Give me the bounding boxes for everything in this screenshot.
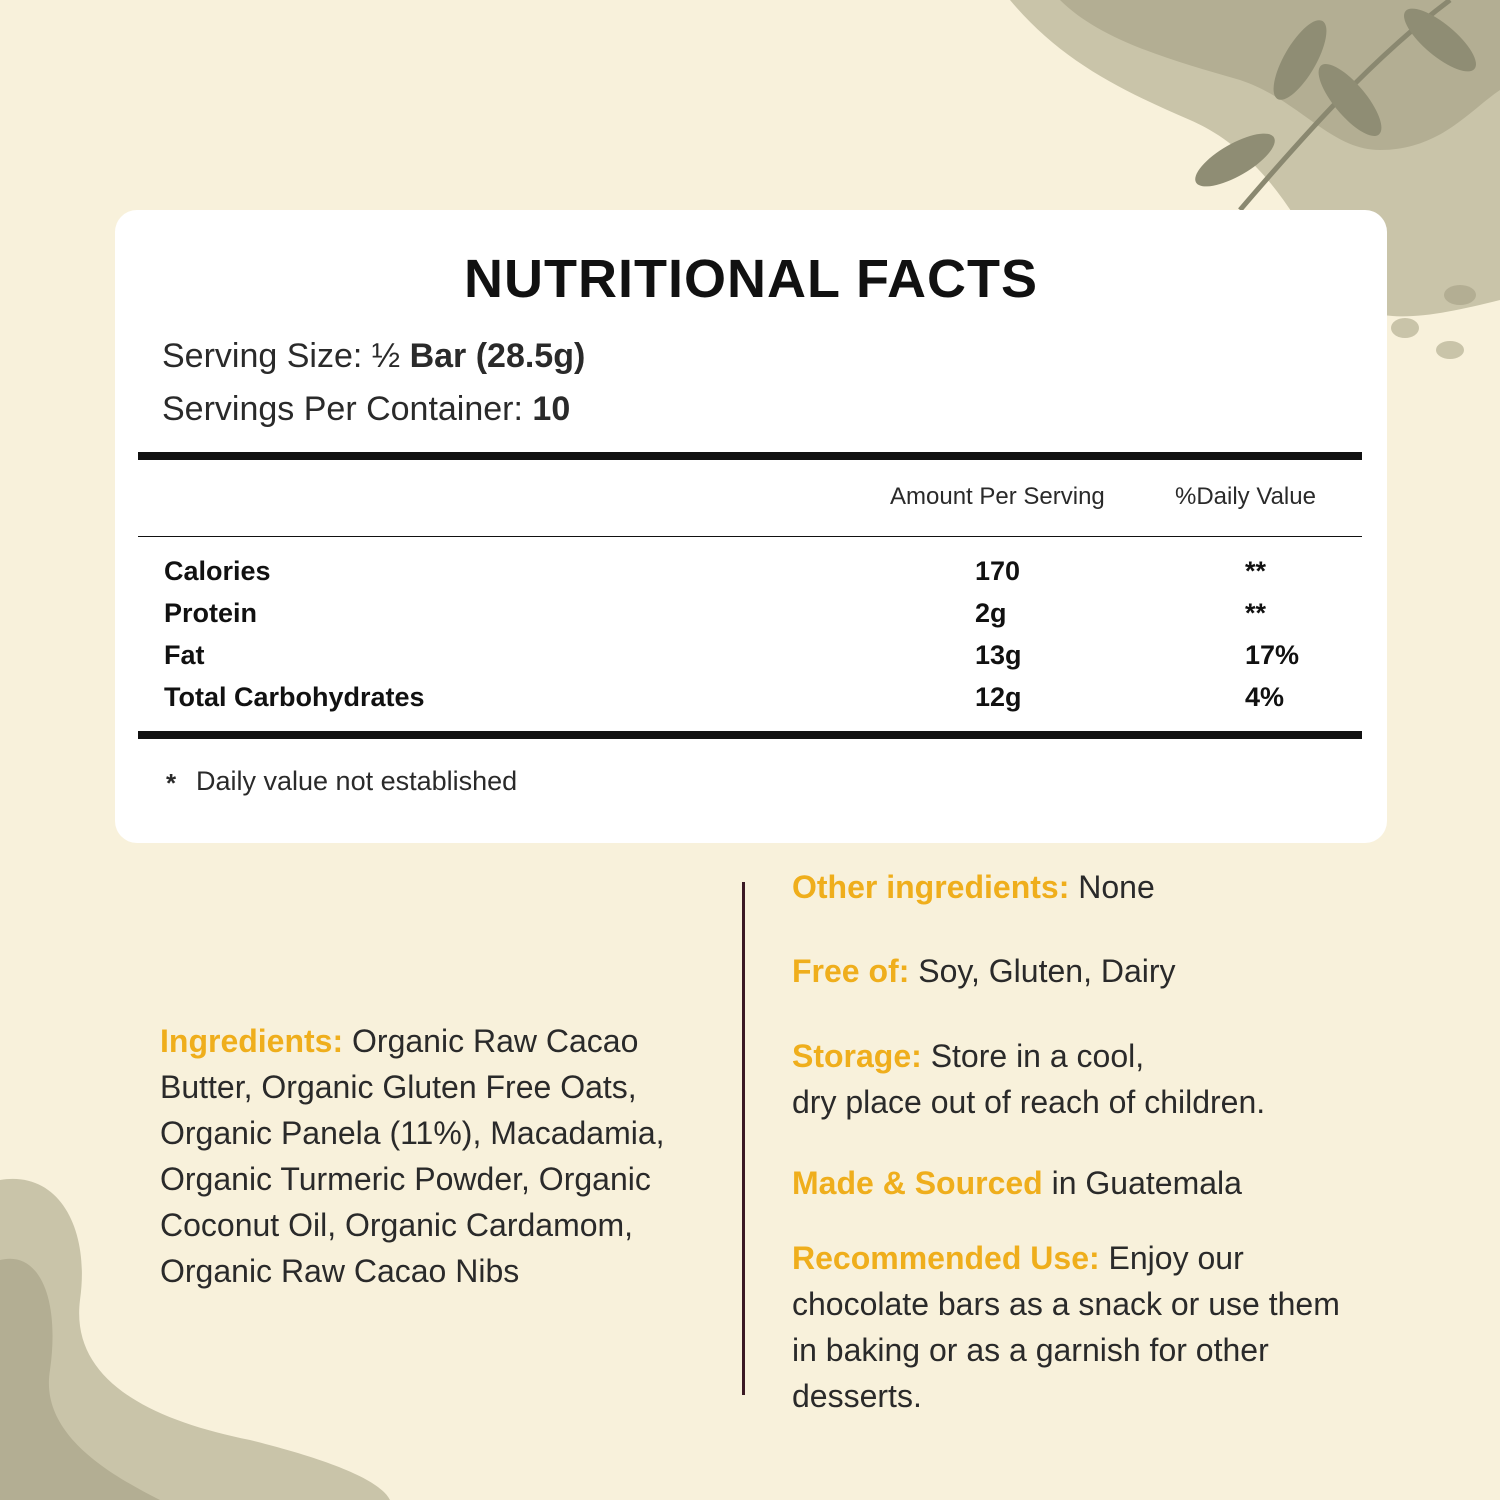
leaf — [1273, 20, 1327, 100]
amount: 170 — [975, 556, 1021, 586]
divider — [742, 882, 745, 1395]
dot — [1444, 285, 1476, 305]
leaf — [1318, 64, 1382, 136]
nutrient: Calories — [164, 556, 271, 586]
thin-rule — [138, 536, 1362, 537]
label: Other ingredients: — [792, 869, 1070, 905]
leaf — [1195, 133, 1275, 187]
nutrient: Total Carbohydrates — [164, 682, 425, 712]
thick-rule — [138, 452, 1362, 460]
title: NUTRITIONAL FACTS — [464, 249, 1038, 309]
text: dry place out of reach of children. — [792, 1084, 1266, 1120]
label: Ingredients: — [160, 1023, 344, 1059]
label: Free of: — [792, 953, 910, 989]
label: Storage: — [792, 1038, 922, 1074]
amount: 13g — [975, 640, 1022, 670]
value: 10 — [532, 390, 571, 428]
text: Store in a cool, — [930, 1038, 1145, 1074]
text: Soy, Gluten, Dairy — [918, 953, 1176, 989]
blob — [0, 1178, 390, 1500]
detail: Recommended Use: Enjoy our chocolate bar… — [792, 1235, 1352, 1419]
label: Serving Size: ½ — [162, 337, 401, 375]
column-header: Amount Per Serving — [890, 483, 1105, 510]
label: Made & Sourced — [792, 1165, 1043, 1201]
servings-per-container: Servings Per Container: 10 — [162, 390, 570, 429]
amount: 2g — [975, 598, 1007, 628]
daily-value: 4% — [1245, 682, 1285, 712]
text: in Guatemala — [1051, 1165, 1242, 1201]
detail: Made & Sourced in Guatemala — [792, 1160, 1352, 1206]
thick-rule — [138, 731, 1362, 739]
detail: Storage: Store in a cool, dry place out o… — [792, 1033, 1352, 1125]
daily-value: ** — [1245, 598, 1267, 628]
column-header: %Daily Value — [1175, 483, 1316, 510]
daily-value: 17% — [1245, 640, 1300, 670]
value: Bar (28.5g) — [409, 337, 586, 375]
text: Enjoy our chocolate bars as a snack or u… — [792, 1240, 1340, 1414]
text: Organic Raw Cacao Butter, Organic Gluten… — [160, 1023, 665, 1289]
dot — [1391, 318, 1419, 338]
daily-value: ** — [1245, 556, 1267, 586]
detail: Free of: Soy, Gluten, Dairy — [792, 948, 1352, 994]
footnote-marker: * — [166, 768, 177, 798]
footnote: Daily value not established — [196, 766, 518, 796]
label: Servings Per Container: — [162, 390, 523, 428]
detail: Other ingredients: None — [792, 864, 1352, 910]
ingredients: Ingredients: Organic Raw Cacao Butter, O… — [160, 1018, 720, 1294]
serving-size: Serving Size: ½ Bar (28.5g) — [162, 337, 585, 376]
amount: 12g — [975, 682, 1022, 712]
dot — [1436, 341, 1464, 359]
blob — [0, 1258, 160, 1500]
nutrient: Protein — [164, 598, 258, 628]
text: None — [1078, 869, 1155, 905]
leaf — [1404, 8, 1476, 72]
label: Recommended Use: — [792, 1240, 1100, 1276]
nutrient: Fat — [164, 640, 205, 670]
